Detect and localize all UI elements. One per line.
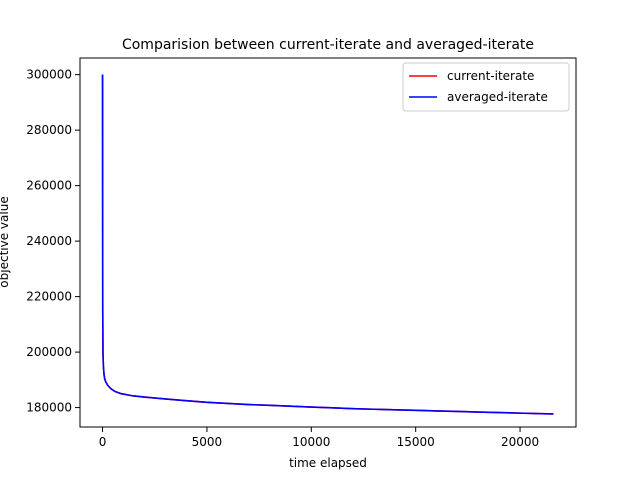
chart-title: Comparision between current-iterate and … [122,37,534,53]
x-tick-label: 10000 [292,435,330,449]
y-tick-label: 280000 [26,123,72,137]
y-tick-label: 180000 [26,401,72,415]
x-tick-label: 20000 [501,435,539,449]
series-line-averaged-iterate [101,74,554,415]
plot-area [101,74,554,415]
legend-box [402,62,570,112]
y-tick-label: 220000 [26,290,72,304]
y-axis: 180000 200000 220000 240000 260000 280000 3000… [26,68,80,415]
x-axis: 0 5000 10000 15000 20000 [99,427,539,449]
y-tick-label: 260000 [26,179,72,193]
y-axis-label: objective value [0,196,11,287]
x-tick-label: 5000 [192,435,223,449]
y-tick-label: 300000 [26,68,72,82]
axes-frame [79,57,577,428]
legend: current-iterate averaged-iterate [402,62,570,112]
x-tick-label: 15000 [397,435,435,449]
y-tick-label: 200000 [26,345,72,359]
legend-label-current-iterate: current-iterate [447,69,534,83]
x-tick-label: 0 [99,435,107,449]
y-tick-label: 240000 [26,234,72,248]
x-axis-label: time elapsed [289,456,367,470]
legend-label-averaged-iterate: averaged-iterate [447,90,548,104]
